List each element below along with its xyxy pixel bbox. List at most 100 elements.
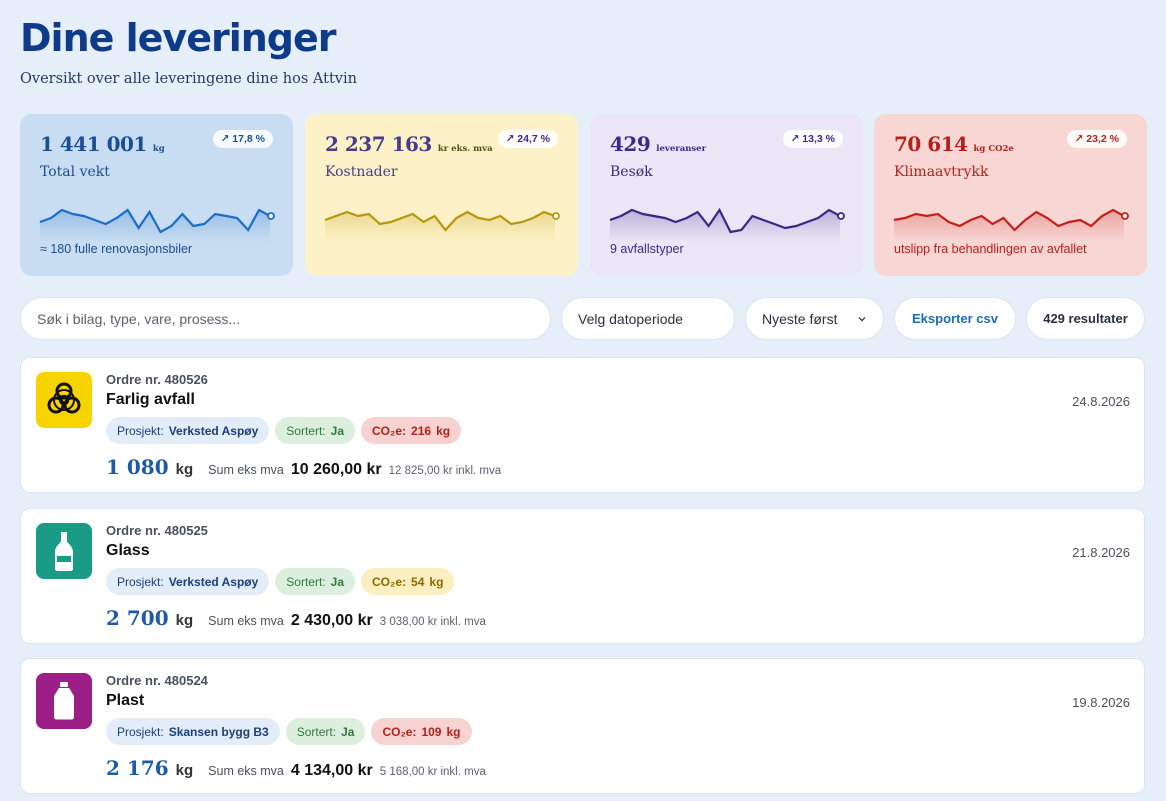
stat-value: 429 bbox=[610, 132, 651, 156]
sum-value: 10 260,00 kr bbox=[290, 461, 382, 478]
biohazard-icon bbox=[36, 372, 92, 428]
sparkline-line bbox=[609, 207, 841, 234]
co2-tag: CO₂e: 216 kg bbox=[361, 417, 462, 444]
sum-label: Sum eks mva bbox=[208, 764, 284, 778]
sum-incl-vat: 12 825,00 kr inkl. mva bbox=[388, 465, 502, 477]
tag-value: 216 bbox=[411, 423, 432, 438]
stat-label: Klimaavtrykk bbox=[894, 164, 989, 180]
order-waste-type: Glass bbox=[106, 542, 150, 559]
order-card[interactable]: Ordre nr. 480524 Plast 19.8.2026 Prosjek… bbox=[20, 658, 1145, 794]
sparkline-area bbox=[40, 210, 270, 242]
tag-value: Verksted Aspøy bbox=[168, 574, 259, 589]
order-weight-value: 2 700 bbox=[106, 606, 169, 630]
stat-unit: kg bbox=[152, 144, 165, 154]
tag-key: Sortert: bbox=[286, 423, 326, 438]
co2-tag: CO₂e: 109 kg bbox=[371, 718, 472, 745]
sum-incl-vat: 3 038,00 kr inkl. mva bbox=[379, 616, 486, 628]
tag-unit: kg bbox=[429, 574, 444, 589]
co2-tag: CO₂e: 54 kg bbox=[361, 568, 455, 595]
order-weight-unit: kg bbox=[175, 612, 194, 629]
stat-card-total-weight: 1 441 001 kg Total vekt ↗ 17,8 % ≈ 180 f… bbox=[20, 114, 293, 276]
stat-label: Besøk bbox=[610, 164, 653, 180]
order-date: 21.8.2026 bbox=[1072, 545, 1130, 560]
order-number: Ordre nr. 480526 bbox=[106, 372, 208, 387]
plastic-bottle-icon bbox=[36, 673, 92, 729]
tag-value: Skansen bygg B3 bbox=[168, 724, 269, 739]
tag-value: Ja bbox=[341, 724, 355, 739]
order-number: Ordre nr. 480525 bbox=[106, 523, 208, 538]
tag-value: 54 bbox=[411, 574, 425, 589]
project-tag[interactable]: Prosjekt: Skansen bygg B3 bbox=[106, 718, 280, 745]
page-subtitle: Oversikt over alle leveringene dine hos … bbox=[20, 71, 357, 87]
sum-label: Sum eks mva bbox=[208, 463, 284, 477]
order-waste-type: Farlig avfall bbox=[106, 391, 195, 408]
tag-key: Prosjekt: bbox=[117, 724, 164, 739]
tag-key: Prosjekt: bbox=[117, 574, 164, 589]
date-period-label: Velg datoperiode bbox=[578, 310, 684, 327]
tag-unit: kg bbox=[446, 724, 461, 739]
tag-unit: kg bbox=[436, 423, 451, 438]
export-csv-label: Eksporter csv bbox=[912, 311, 998, 326]
sparkline-endpoint bbox=[267, 212, 275, 220]
sparkline-endpoint bbox=[552, 212, 560, 220]
search-input[interactable]: Søk i bilag, type, vare, prosess... bbox=[20, 297, 551, 340]
sort-select[interactable]: Nyeste først bbox=[745, 297, 884, 340]
sum-value: 4 134,00 kr bbox=[290, 762, 373, 779]
sparkline-costs bbox=[324, 210, 560, 242]
glass-bottle-icon bbox=[36, 523, 92, 579]
project-tag[interactable]: Prosjekt: Verksted Aspøy bbox=[106, 417, 270, 444]
tag-key: Prosjekt: bbox=[117, 423, 164, 438]
sorted-tag: Sortert: Ja bbox=[275, 417, 356, 444]
tag-value: Ja bbox=[330, 423, 345, 438]
stat-value: 70 614 bbox=[894, 132, 968, 156]
project-tag[interactable]: Prosjekt: Verksted Aspøy bbox=[106, 568, 270, 595]
tag-key: CO₂e: bbox=[382, 724, 417, 739]
sparkline-climate bbox=[893, 208, 1129, 242]
sum-value: 2 430,00 kr bbox=[290, 612, 373, 629]
date-period-button[interactable]: Velg datoperiode bbox=[561, 297, 735, 340]
stat-value: 2 237 163 bbox=[325, 132, 432, 156]
order-weight-value: 2 176 bbox=[106, 756, 169, 780]
sparkline-endpoint bbox=[1121, 212, 1129, 220]
sparkline-area bbox=[610, 210, 840, 242]
tag-key: Sortert: bbox=[286, 574, 326, 589]
tag-key: CO₂e: bbox=[372, 423, 407, 438]
tag-value: 109 bbox=[421, 724, 442, 739]
export-csv-button[interactable]: Eksporter csv bbox=[894, 297, 1016, 340]
order-date: 19.8.2026 bbox=[1072, 695, 1130, 710]
tag-value: Ja bbox=[330, 574, 345, 589]
sparkline-visits bbox=[609, 207, 845, 242]
stat-footnote: 9 avfallstyper bbox=[610, 242, 684, 256]
tag-key: Sortert: bbox=[296, 724, 337, 739]
stat-unit: kr eks. mva bbox=[437, 144, 493, 154]
order-weight-unit: kg bbox=[175, 762, 194, 779]
order-card[interactable]: Ordre nr. 480526 Farlig avfall 24.8.2026… bbox=[20, 357, 1145, 493]
tag-key: CO₂e: bbox=[372, 574, 407, 589]
trend-badge: ↗ 13,3 % bbox=[782, 130, 843, 148]
trend-badge: ↗ 23,2 % bbox=[1066, 130, 1127, 148]
sorted-tag: Sortert: Ja bbox=[285, 718, 366, 745]
stat-unit: leveranser bbox=[656, 144, 707, 154]
sparkline-area bbox=[325, 212, 555, 242]
order-card[interactable]: Ordre nr. 480525 Glass 21.8.2026 Prosjek… bbox=[20, 508, 1145, 644]
stat-card-visits: 429 leveranser Besøk ↗ 13,3 % 9 avfallst… bbox=[590, 114, 863, 276]
chevron-down-icon bbox=[858, 316, 866, 321]
sum-incl-vat: 5 168,00 kr inkl. mva bbox=[379, 766, 486, 778]
trend-badge: ↗ 17,8 % bbox=[212, 130, 273, 148]
order-number: Ordre nr. 480524 bbox=[106, 673, 208, 688]
order-weight-value: 1 080 bbox=[106, 455, 169, 479]
order-date: 24.8.2026 bbox=[1072, 394, 1130, 409]
order-weight-unit: kg bbox=[175, 461, 194, 478]
order-waste-type: Plast bbox=[106, 692, 145, 709]
sparkline-line bbox=[893, 208, 1125, 232]
search-placeholder: Søk i bilag, type, vare, prosess... bbox=[37, 310, 241, 327]
stat-label: Kostnader bbox=[325, 164, 398, 180]
tag-value: Verksted Aspøy bbox=[168, 423, 259, 438]
stat-footnote: utslipp fra behandlingen av avfallet bbox=[894, 242, 1087, 256]
sparkline-line bbox=[324, 210, 556, 232]
stat-card-climate: 70 614 kg CO2e Klimaavtrykk ↗ 23,2 % uts… bbox=[874, 114, 1147, 276]
stat-card-costs: 2 237 163 kr eks. mva Kostnader ↗ 24,7 % bbox=[305, 114, 578, 276]
sum-label: Sum eks mva bbox=[208, 614, 284, 628]
trend-badge: ↗ 24,7 % bbox=[497, 130, 558, 148]
stat-value: 1 441 001 bbox=[40, 132, 147, 156]
